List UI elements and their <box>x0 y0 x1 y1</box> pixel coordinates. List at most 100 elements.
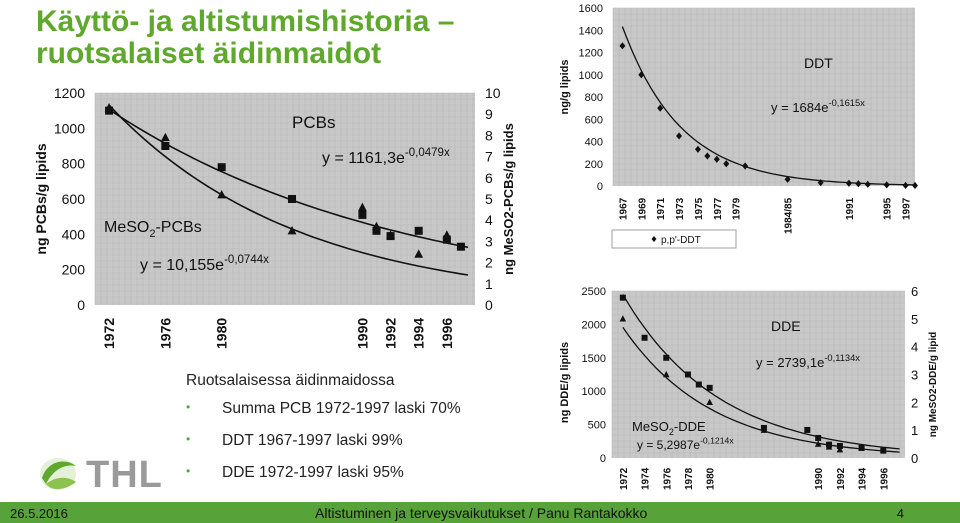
data-point <box>641 334 648 341</box>
data-point <box>288 195 297 203</box>
y2-tick-label: 5 <box>485 191 493 207</box>
x-tick-label: 1991 <box>845 197 856 220</box>
footer-center-text: Altistuminen ja terveysvaikutukset / Pan… <box>315 505 648 521</box>
data-point <box>825 443 833 450</box>
y-tick-label: 0 <box>77 297 85 313</box>
y2-tick-label: 6 <box>485 170 493 186</box>
data-point <box>217 163 226 172</box>
data-point <box>619 294 626 301</box>
chart-ddt: 0 200 400 600 800 1000 1200 1400 1600 1967 1969 197… <box>559 3 918 249</box>
summary-item: • DDT 1967-1997 laski 99% <box>186 432 546 450</box>
chart-dde: 0 500 1000 1500 2000 2500 0 1 2 3 4 5 6 1972 1974 1976 1… <box>559 284 939 490</box>
y2-tick-label: 4 <box>485 212 493 228</box>
footer-bar: 26.5.2016 Altistuminen ja terveysvaikutu… <box>0 502 960 523</box>
data-point <box>855 180 862 188</box>
summary-text: Ruotsalaisessa äidinmaidossa • Summa PCB … <box>186 372 546 496</box>
thl-logo-icon <box>40 458 76 490</box>
x-tick-label: 1994 <box>411 318 427 349</box>
x-tick-label: 1996 <box>439 318 455 349</box>
y-tick-label: 0 <box>600 453 606 465</box>
plot-area <box>95 93 475 305</box>
data-point <box>784 175 791 183</box>
x-tick-label: 1984/85 <box>784 197 795 234</box>
legend-label: p,p'-DDT <box>661 235 701 246</box>
y-tick-label: 1500 <box>582 353 606 365</box>
x-tick-label: 1995 <box>883 197 894 220</box>
y-tick-label: 2000 <box>582 319 606 331</box>
bullet-icon: • <box>186 400 191 414</box>
y2-tick-label: 9 <box>485 106 493 122</box>
summary-item-text: DDE 1972-1997 laski 95% <box>222 464 404 481</box>
fit-equation: y = 1161,3e-0,0479x <box>322 147 450 167</box>
data-point <box>676 132 683 140</box>
x-tick-label: 1967 <box>618 197 629 220</box>
x-tick-label: 1971 <box>656 197 667 220</box>
x-tick-label: 1994 <box>858 467 869 490</box>
y-tick-label: 1400 <box>579 25 603 37</box>
chart-pcb: 0 200 400 600 800 1000 1200 0 1 2 3 4 5 6 7 8 9 10 1972 197… <box>33 85 516 349</box>
series-label: MeSO2-PCBs <box>104 219 202 240</box>
fit-line <box>622 327 900 453</box>
y-tick-label: 500 <box>588 420 606 432</box>
y2-tick-label: 7 <box>485 149 493 165</box>
logo-text: THL <box>86 454 163 496</box>
summary-item: • Summa PCB 1972-1997 laski 70% <box>186 400 546 418</box>
data-point <box>104 103 114 112</box>
data-point <box>684 371 691 378</box>
y-tick-label: 1000 <box>582 386 606 398</box>
legend-box <box>611 229 737 249</box>
plot-area <box>613 8 915 186</box>
y-tick-label: 200 <box>62 262 86 278</box>
data-point <box>858 444 865 451</box>
data-point <box>217 189 227 199</box>
data-point <box>442 235 451 244</box>
x-tick-label: 1976 <box>157 318 173 349</box>
data-point <box>160 132 170 142</box>
y-tick-label: 1200 <box>579 48 603 60</box>
summary-lead: Ruotsalaisessa äidinmaidossa <box>186 372 395 389</box>
data-point <box>386 230 395 239</box>
x-tick-label: 1992 <box>383 318 399 349</box>
slide-title-line2: ruotsalaiset äidinmaidot <box>36 37 382 70</box>
data-point <box>663 354 670 361</box>
summary-item-text: Summa PCB 1972-1997 laski 70% <box>222 400 461 417</box>
data-point <box>456 242 465 251</box>
fit-line <box>108 104 469 276</box>
chart-title: DDE <box>771 318 801 334</box>
data-point <box>695 381 702 388</box>
footer-date: 26.5.2016 <box>10 506 68 521</box>
y-axis-label: ng DDE/g lipids <box>559 342 571 423</box>
x-tick-label: 1974 <box>641 467 652 490</box>
data-point <box>706 398 713 406</box>
data-point <box>662 370 670 378</box>
slide-title-line1: Käyttö- ja altistumishistoria – <box>36 5 455 38</box>
x-tick-label: 1972 <box>619 467 630 490</box>
series-label: MeSO2-DDE <box>632 419 706 437</box>
y-tick-label: 1600 <box>579 3 603 15</box>
data-point <box>414 249 424 258</box>
y-axis-label: ng/g lipids <box>559 60 571 115</box>
x-tick-label: 1990 <box>814 467 825 490</box>
footer-page-number: 4 <box>896 506 904 521</box>
y2-tick-label: 10 <box>485 85 501 101</box>
data-point <box>442 230 452 239</box>
bullet-icon: • <box>186 432 191 446</box>
x-tick-label: 1972 <box>101 318 117 349</box>
data-point <box>713 155 720 163</box>
data-point <box>619 315 627 322</box>
plot-area <box>612 291 905 458</box>
data-point <box>723 160 730 168</box>
y-tick-label: 1200 <box>54 85 85 101</box>
y2-axis-label: ng MeSO2-DDE/g lipid <box>928 332 939 438</box>
y2-tick-label: 3 <box>911 368 918 383</box>
data-point <box>742 162 749 170</box>
summary-item-text: DDT 1967-1997 laski 99% <box>222 432 403 449</box>
data-point <box>814 440 822 447</box>
data-point <box>902 181 909 190</box>
y2-tick-label: 2 <box>485 255 493 271</box>
x-tick-label: 1969 <box>637 197 648 220</box>
y-tick-label: 0 <box>597 181 603 193</box>
y2-tick-label: 2 <box>911 395 918 410</box>
y-tick-label: 600 <box>585 114 603 126</box>
